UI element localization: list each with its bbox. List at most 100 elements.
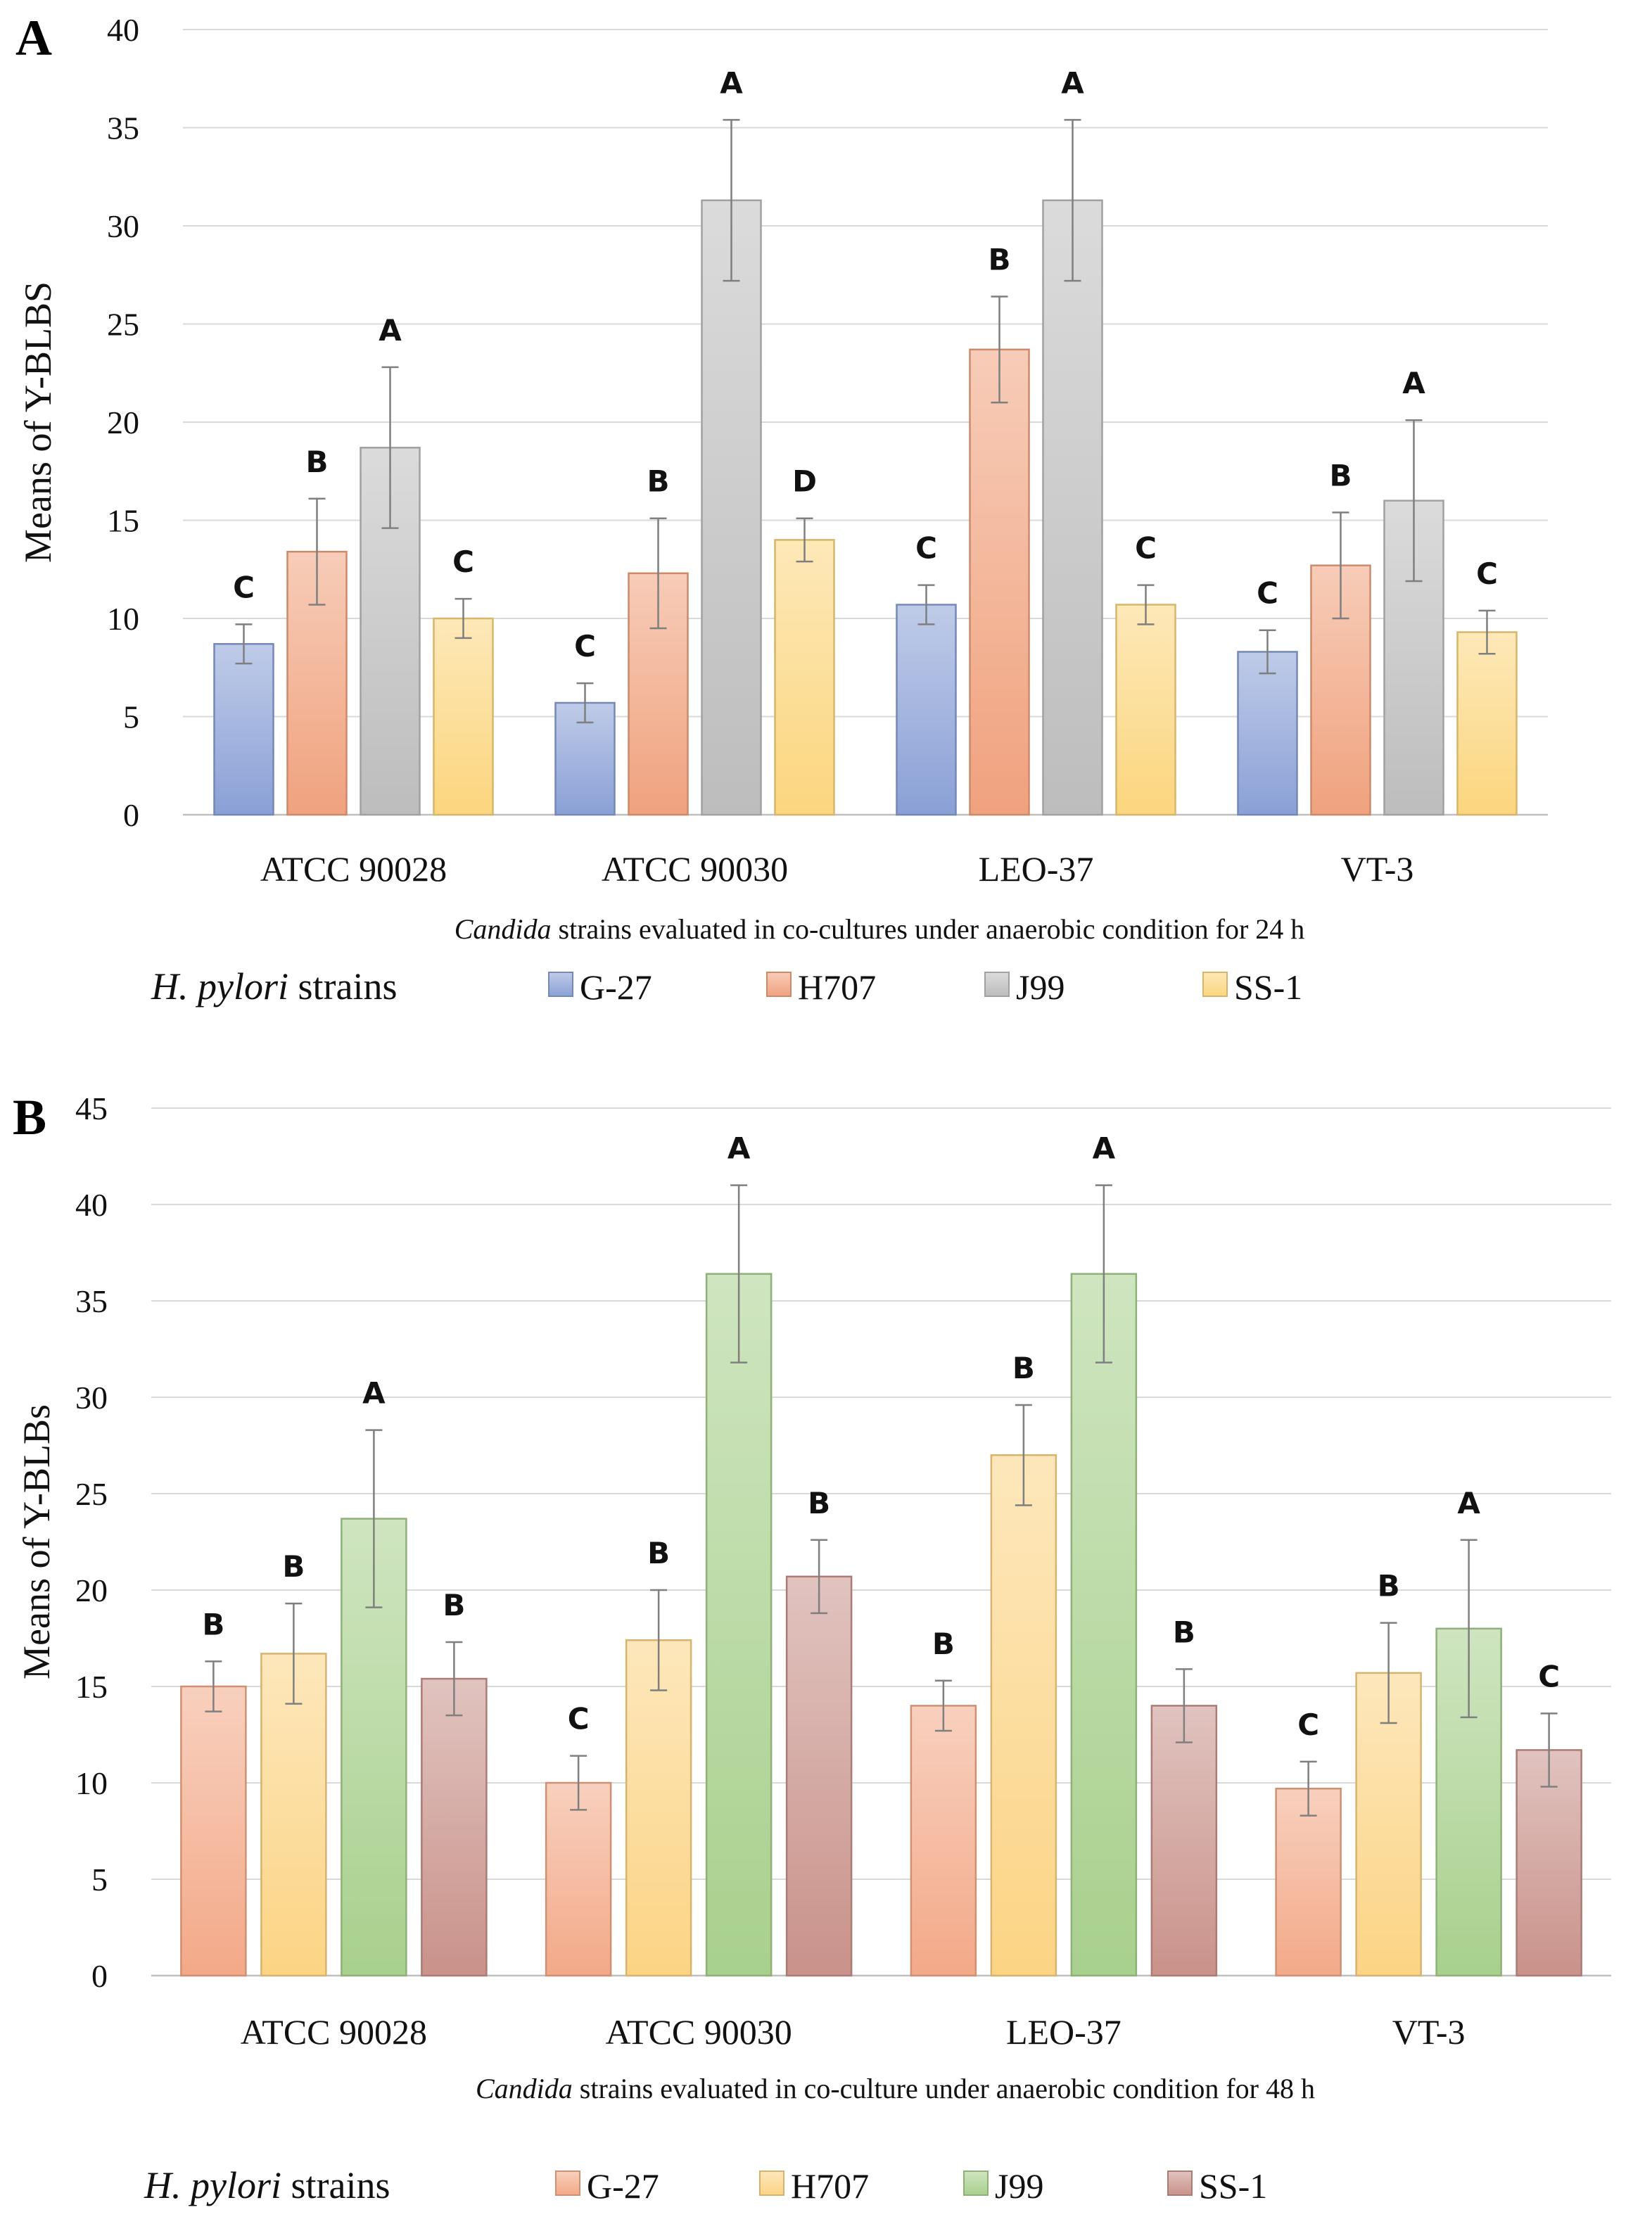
y-tick-label: 25 bbox=[107, 307, 139, 343]
y-tick-label: 30 bbox=[107, 208, 139, 244]
legend-swatch bbox=[548, 972, 573, 997]
significance-letter: B bbox=[932, 1627, 955, 1661]
legend-label: G-27 bbox=[580, 967, 652, 1007]
significance-letter: C bbox=[1257, 576, 1278, 611]
y-tick-label: 5 bbox=[91, 1862, 108, 1898]
x-axis-label: Candida strains evaluated in co-cultures… bbox=[455, 913, 1305, 945]
y-tick-label: 40 bbox=[107, 12, 139, 48]
bar bbox=[785, 1575, 853, 1977]
panel-label: B bbox=[13, 1089, 46, 1145]
significance-letter: A bbox=[727, 1131, 751, 1166]
legend-label: H707 bbox=[791, 2166, 869, 2206]
significance-letter: C bbox=[1297, 1708, 1319, 1742]
y-tick-label: 5 bbox=[123, 699, 139, 735]
legend-label: SS-1 bbox=[1234, 967, 1302, 1007]
category-label: ATCC 90028 bbox=[241, 2012, 427, 2052]
y-tick-label: 25 bbox=[75, 1476, 108, 1512]
legend-title-rest: strains bbox=[288, 965, 398, 1008]
legend-label: G-27 bbox=[587, 2166, 659, 2206]
legend-title: H. pylori strains bbox=[151, 965, 398, 1008]
bar bbox=[1456, 631, 1518, 816]
bar bbox=[910, 1705, 977, 1977]
bar bbox=[421, 1677, 488, 1977]
y-tick-label: 40 bbox=[75, 1187, 108, 1223]
significance-letter: A bbox=[1061, 65, 1084, 100]
bar bbox=[701, 199, 762, 816]
bar bbox=[705, 1273, 773, 1977]
legend-swatch bbox=[766, 972, 792, 997]
legend-label: J99 bbox=[1016, 967, 1065, 1007]
chart-a: 0 5 10 15 20 25 30 35 40 A Means of Y-BLBS ATCC 900… bbox=[15, 10, 1548, 1008]
significance-letter: B bbox=[647, 464, 669, 499]
y-tick-label: 15 bbox=[107, 503, 139, 539]
y-tick-label: 35 bbox=[107, 110, 139, 146]
legend-swatch bbox=[759, 2170, 784, 2196]
legend-label: SS-1 bbox=[1199, 2166, 1267, 2206]
y-tick-label: 10 bbox=[107, 601, 139, 637]
bar bbox=[1237, 651, 1298, 816]
significance-letter: B bbox=[1329, 458, 1352, 492]
x-axis-label: Candida strains evaluated in co-culture … bbox=[476, 2073, 1315, 2104]
bar bbox=[433, 617, 494, 816]
y-tick-label: 20 bbox=[107, 405, 139, 440]
significance-letter: B bbox=[647, 1536, 670, 1570]
significance-letter: C bbox=[1476, 557, 1498, 591]
bar bbox=[180, 1685, 247, 1977]
bar bbox=[213, 643, 274, 816]
significance-letter: C bbox=[1538, 1659, 1560, 1693]
y-tick-label: 45 bbox=[75, 1091, 108, 1126]
legend-swatch bbox=[555, 2170, 580, 2196]
significance-letter: A bbox=[1093, 1131, 1116, 1166]
legend-title-italic: H. pylori bbox=[151, 965, 288, 1008]
significance-letter: D bbox=[792, 464, 817, 499]
y-tick-label: 0 bbox=[123, 797, 139, 833]
panel-a: 0 5 10 15 20 25 30 35 40 A Means of Y-BLBS ATCC 900… bbox=[0, 0, 1652, 1069]
category-label: ATCC 90030 bbox=[605, 2012, 792, 2052]
significance-letter: C bbox=[568, 1702, 590, 1736]
legend-title-rest: strains bbox=[281, 2164, 390, 2206]
x-axis-label-rest: strains evaluated in co-cultures under a… bbox=[552, 913, 1305, 945]
x-axis-label-rest: strains evaluated in co-culture under an… bbox=[573, 2073, 1315, 2104]
bar bbox=[969, 348, 1030, 816]
significance-letter: B bbox=[443, 1588, 465, 1622]
y-tick-label: 30 bbox=[75, 1380, 108, 1416]
bar bbox=[990, 1454, 1057, 1977]
y-tick-label: 10 bbox=[75, 1765, 108, 1801]
significance-letter: B bbox=[808, 1486, 830, 1520]
legend-title-italic: H. pylori bbox=[144, 2164, 281, 2206]
significance-letter: A bbox=[362, 1376, 386, 1411]
legend-label: J99 bbox=[995, 2166, 1043, 2206]
x-axis-label-italic: Candida bbox=[455, 913, 552, 945]
category-label: VT-3 bbox=[1392, 2012, 1466, 2052]
significance-letter: B bbox=[1173, 1615, 1195, 1649]
bar bbox=[774, 539, 835, 816]
significance-letter: B bbox=[1378, 1569, 1400, 1603]
legend-swatch bbox=[963, 2170, 989, 2196]
chart-b: 0 5 10 15 20 25 30 35 40 45 B Means of Y-BLBs ATCC 9… bbox=[13, 1089, 1611, 2206]
category-label: ATCC 90028 bbox=[260, 849, 447, 889]
legend-swatch bbox=[1202, 972, 1228, 997]
bar bbox=[1070, 1273, 1138, 1977]
bar bbox=[1516, 1749, 1582, 1977]
bar bbox=[1115, 604, 1176, 816]
significance-letter: A bbox=[720, 65, 743, 100]
significance-letter: A bbox=[1457, 1486, 1480, 1520]
category-label: LEO-37 bbox=[979, 849, 1094, 889]
y-axis-label: Means of Y-BLBs bbox=[15, 1404, 58, 1679]
significance-letter: C bbox=[1135, 531, 1157, 566]
bar bbox=[545, 1781, 612, 1977]
bar bbox=[896, 604, 957, 816]
significance-letter: C bbox=[233, 570, 255, 604]
significance-letter: C bbox=[915, 531, 937, 566]
category-label: ATCC 90030 bbox=[602, 849, 788, 889]
legend-title: H. pylori strains bbox=[144, 2164, 390, 2206]
bar bbox=[1150, 1705, 1218, 1977]
legend-label: H707 bbox=[798, 967, 876, 1007]
bar bbox=[625, 1639, 692, 1977]
significance-letter: C bbox=[574, 629, 596, 663]
category-label: VT-3 bbox=[1341, 849, 1414, 889]
significance-letter: B bbox=[1012, 1351, 1035, 1385]
legend-swatch bbox=[984, 972, 1010, 997]
bar bbox=[260, 1653, 327, 1977]
y-tick-label: 35 bbox=[75, 1283, 108, 1319]
